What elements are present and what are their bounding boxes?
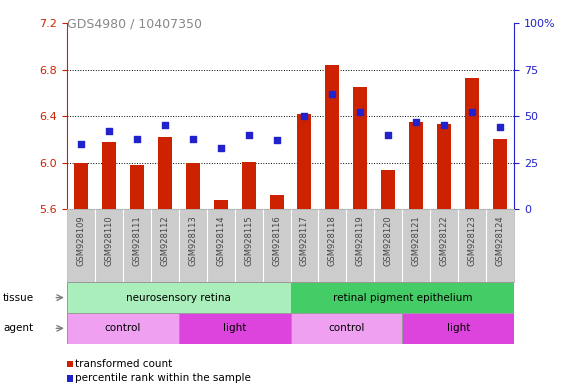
- Text: GSM928122: GSM928122: [440, 215, 449, 266]
- Text: GSM928112: GSM928112: [160, 215, 169, 266]
- Text: GSM928119: GSM928119: [356, 215, 365, 266]
- Point: [356, 109, 365, 116]
- Bar: [297, 114, 311, 209]
- Text: light: light: [223, 323, 246, 333]
- Point: [160, 122, 169, 129]
- Point: [76, 141, 85, 147]
- Bar: [325, 65, 339, 209]
- Text: GSM928123: GSM928123: [468, 215, 477, 266]
- Text: GSM928121: GSM928121: [412, 215, 421, 266]
- Text: control: control: [105, 323, 141, 333]
- Bar: [381, 170, 395, 209]
- Point: [412, 119, 421, 125]
- Text: GSM928117: GSM928117: [300, 215, 309, 266]
- Point: [188, 136, 198, 142]
- Point: [496, 124, 505, 131]
- Text: GSM928118: GSM928118: [328, 215, 337, 266]
- Point: [104, 128, 113, 134]
- Bar: [67, 282, 290, 313]
- Text: GSM928110: GSM928110: [104, 215, 113, 266]
- Point: [272, 137, 281, 144]
- Bar: [270, 195, 284, 209]
- Bar: [74, 163, 88, 209]
- Bar: [437, 124, 451, 209]
- Text: percentile rank within the sample: percentile rank within the sample: [74, 373, 250, 383]
- Bar: [67, 313, 179, 344]
- Bar: [403, 313, 514, 344]
- Text: retinal pigment epithelium: retinal pigment epithelium: [332, 293, 472, 303]
- Text: GSM928120: GSM928120: [384, 215, 393, 266]
- Text: GDS4980 / 10407350: GDS4980 / 10407350: [67, 17, 202, 30]
- Point: [244, 132, 253, 138]
- Text: transformed count: transformed count: [74, 359, 172, 369]
- Text: tissue: tissue: [3, 293, 34, 303]
- Text: GSM928115: GSM928115: [244, 215, 253, 266]
- Point: [328, 91, 337, 97]
- Bar: [465, 78, 479, 209]
- Text: control: control: [328, 323, 365, 333]
- Bar: [242, 162, 256, 209]
- Bar: [179, 313, 290, 344]
- Bar: [214, 200, 228, 209]
- Bar: [157, 137, 171, 209]
- Bar: [186, 163, 200, 209]
- Bar: [102, 142, 116, 209]
- Point: [468, 109, 477, 116]
- Text: neurosensory retina: neurosensory retina: [126, 293, 231, 303]
- Bar: [130, 165, 144, 209]
- Bar: [353, 87, 367, 209]
- Point: [216, 145, 225, 151]
- Text: GSM928111: GSM928111: [132, 215, 141, 266]
- Bar: [410, 122, 424, 209]
- Bar: [290, 282, 514, 313]
- Text: GSM928124: GSM928124: [496, 215, 505, 266]
- Point: [300, 113, 309, 119]
- Text: GSM928114: GSM928114: [216, 215, 225, 266]
- Bar: [493, 139, 507, 209]
- Point: [383, 132, 393, 138]
- Text: GSM928113: GSM928113: [188, 215, 197, 266]
- Text: agent: agent: [3, 323, 33, 333]
- Text: GSM928109: GSM928109: [76, 215, 85, 266]
- Point: [132, 136, 141, 142]
- Text: light: light: [447, 323, 470, 333]
- Point: [440, 122, 449, 129]
- Text: GSM928116: GSM928116: [272, 215, 281, 266]
- Bar: [290, 313, 403, 344]
